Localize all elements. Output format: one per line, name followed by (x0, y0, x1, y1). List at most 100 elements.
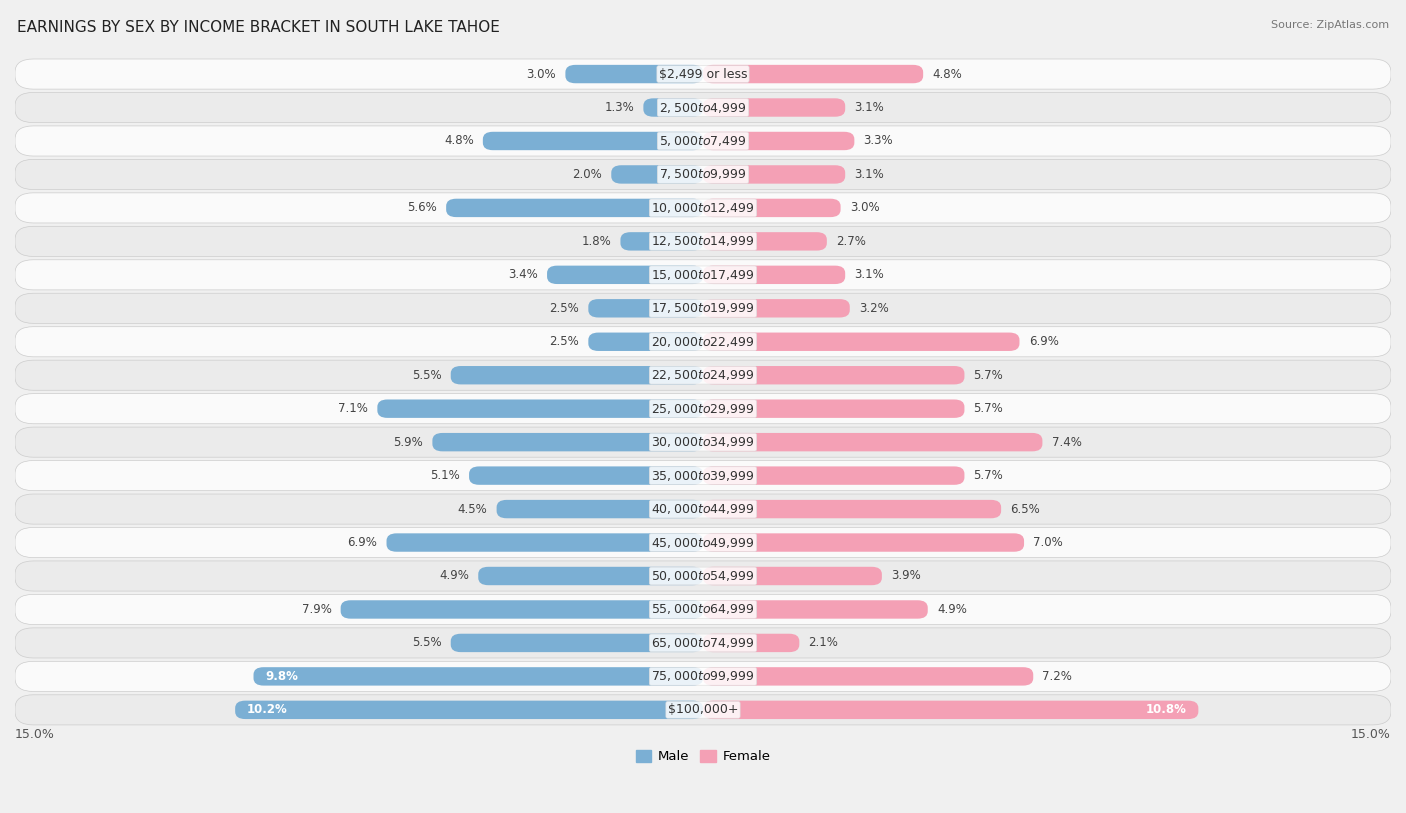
FancyBboxPatch shape (451, 366, 703, 385)
FancyBboxPatch shape (703, 567, 882, 585)
Text: 2.7%: 2.7% (837, 235, 866, 248)
Text: 4.8%: 4.8% (444, 134, 474, 147)
FancyBboxPatch shape (496, 500, 703, 518)
FancyBboxPatch shape (703, 165, 845, 184)
Text: 4.5%: 4.5% (458, 502, 488, 515)
FancyBboxPatch shape (377, 399, 703, 418)
Legend: Male, Female: Male, Female (630, 745, 776, 769)
FancyBboxPatch shape (565, 65, 703, 83)
FancyBboxPatch shape (15, 528, 1391, 558)
Text: $2,500 to $4,999: $2,500 to $4,999 (659, 101, 747, 115)
FancyBboxPatch shape (470, 467, 703, 485)
FancyBboxPatch shape (15, 327, 1391, 357)
Text: 5.9%: 5.9% (394, 436, 423, 449)
FancyBboxPatch shape (703, 132, 855, 150)
Text: 4.8%: 4.8% (932, 67, 962, 80)
Text: 6.9%: 6.9% (1029, 335, 1059, 348)
FancyBboxPatch shape (15, 193, 1391, 223)
FancyBboxPatch shape (15, 126, 1391, 156)
Text: 3.1%: 3.1% (855, 268, 884, 281)
Text: 10.2%: 10.2% (246, 703, 287, 716)
Text: $65,000 to $74,999: $65,000 to $74,999 (651, 636, 755, 650)
FancyBboxPatch shape (612, 165, 703, 184)
Text: 7.9%: 7.9% (302, 603, 332, 616)
Text: 4.9%: 4.9% (936, 603, 967, 616)
FancyBboxPatch shape (340, 600, 703, 619)
FancyBboxPatch shape (620, 233, 703, 250)
FancyBboxPatch shape (15, 159, 1391, 189)
Text: 5.5%: 5.5% (412, 369, 441, 382)
Text: 5.7%: 5.7% (973, 402, 1004, 415)
FancyBboxPatch shape (644, 98, 703, 117)
FancyBboxPatch shape (703, 198, 841, 217)
FancyBboxPatch shape (15, 293, 1391, 324)
Text: 3.1%: 3.1% (855, 101, 884, 114)
Text: $100,000+: $100,000+ (668, 703, 738, 716)
Text: EARNINGS BY SEX BY INCOME BRACKET IN SOUTH LAKE TAHOE: EARNINGS BY SEX BY INCOME BRACKET IN SOU… (17, 20, 499, 35)
FancyBboxPatch shape (703, 333, 1019, 351)
Text: 4.9%: 4.9% (439, 569, 470, 582)
Text: $40,000 to $44,999: $40,000 to $44,999 (651, 502, 755, 516)
FancyBboxPatch shape (703, 233, 827, 250)
FancyBboxPatch shape (15, 661, 1391, 691)
FancyBboxPatch shape (15, 494, 1391, 524)
Text: 2.0%: 2.0% (572, 168, 602, 181)
Text: $75,000 to $99,999: $75,000 to $99,999 (651, 669, 755, 684)
FancyBboxPatch shape (451, 633, 703, 652)
Text: 3.4%: 3.4% (508, 268, 538, 281)
Text: 9.8%: 9.8% (264, 670, 298, 683)
FancyBboxPatch shape (703, 667, 1033, 685)
FancyBboxPatch shape (387, 533, 703, 552)
FancyBboxPatch shape (547, 266, 703, 284)
FancyBboxPatch shape (446, 198, 703, 217)
Text: 3.1%: 3.1% (855, 168, 884, 181)
Text: 2.5%: 2.5% (550, 335, 579, 348)
FancyBboxPatch shape (478, 567, 703, 585)
FancyBboxPatch shape (433, 433, 703, 451)
Text: $55,000 to $64,999: $55,000 to $64,999 (651, 602, 755, 616)
Text: 7.4%: 7.4% (1052, 436, 1081, 449)
FancyBboxPatch shape (15, 427, 1391, 457)
Text: $30,000 to $34,999: $30,000 to $34,999 (651, 435, 755, 449)
Text: 3.0%: 3.0% (849, 202, 879, 215)
FancyBboxPatch shape (253, 667, 703, 685)
FancyBboxPatch shape (703, 299, 849, 318)
Text: 7.0%: 7.0% (1033, 536, 1063, 549)
Text: 2.5%: 2.5% (550, 302, 579, 315)
FancyBboxPatch shape (703, 633, 800, 652)
Text: $25,000 to $29,999: $25,000 to $29,999 (651, 402, 755, 415)
Text: 5.1%: 5.1% (430, 469, 460, 482)
FancyBboxPatch shape (15, 561, 1391, 591)
FancyBboxPatch shape (703, 366, 965, 385)
Text: $17,500 to $19,999: $17,500 to $19,999 (651, 302, 755, 315)
FancyBboxPatch shape (703, 98, 845, 117)
Text: 5.7%: 5.7% (973, 369, 1004, 382)
FancyBboxPatch shape (588, 333, 703, 351)
FancyBboxPatch shape (482, 132, 703, 150)
Text: 1.8%: 1.8% (582, 235, 612, 248)
FancyBboxPatch shape (703, 266, 845, 284)
Text: $10,000 to $12,499: $10,000 to $12,499 (651, 201, 755, 215)
Text: 10.8%: 10.8% (1146, 703, 1187, 716)
Text: 3.2%: 3.2% (859, 302, 889, 315)
FancyBboxPatch shape (703, 399, 965, 418)
Text: $15,000 to $17,499: $15,000 to $17,499 (651, 267, 755, 282)
Text: $20,000 to $22,499: $20,000 to $22,499 (651, 335, 755, 349)
Text: 1.3%: 1.3% (605, 101, 634, 114)
Text: 7.2%: 7.2% (1042, 670, 1073, 683)
Text: 6.9%: 6.9% (347, 536, 377, 549)
FancyBboxPatch shape (703, 600, 928, 619)
Text: 15.0%: 15.0% (1351, 728, 1391, 741)
Text: $5,000 to $7,499: $5,000 to $7,499 (659, 134, 747, 148)
FancyBboxPatch shape (15, 93, 1391, 123)
FancyBboxPatch shape (15, 393, 1391, 424)
FancyBboxPatch shape (15, 59, 1391, 89)
FancyBboxPatch shape (703, 701, 1198, 719)
FancyBboxPatch shape (703, 433, 1042, 451)
FancyBboxPatch shape (15, 628, 1391, 658)
Text: 5.5%: 5.5% (412, 637, 441, 650)
FancyBboxPatch shape (588, 299, 703, 318)
Text: $7,500 to $9,999: $7,500 to $9,999 (659, 167, 747, 181)
Text: 5.6%: 5.6% (408, 202, 437, 215)
Text: 7.1%: 7.1% (339, 402, 368, 415)
